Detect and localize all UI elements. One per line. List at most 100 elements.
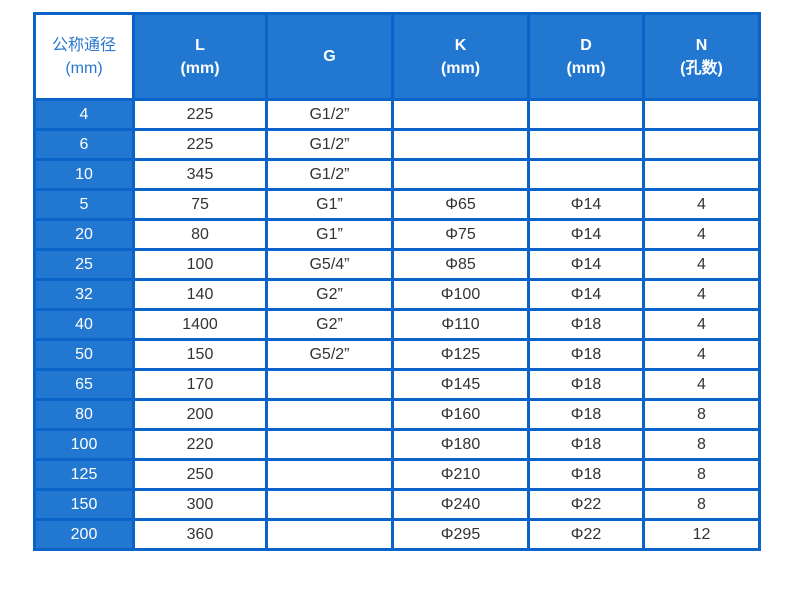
header-line: D	[580, 36, 592, 54]
table-cell: 4	[642, 218, 761, 251]
table-cell: 25	[33, 248, 135, 281]
table-cell: G1/2”	[265, 128, 394, 161]
table-cell: Φ75	[391, 218, 530, 251]
table-cell: Φ125	[391, 338, 530, 371]
table-cell	[265, 368, 394, 401]
table-cell: 140	[132, 278, 268, 311]
table-cell: 32	[33, 278, 135, 311]
table-cell: Φ18	[527, 428, 645, 461]
table-cell: G5/2”	[265, 338, 394, 371]
table-cell: G1/2”	[265, 158, 394, 191]
table-cell: G1/2”	[265, 98, 394, 131]
table-row: 100 220 Φ180 Φ18 8	[33, 428, 761, 461]
table-cell: 100	[132, 248, 268, 281]
table-cell: Φ18	[527, 458, 645, 491]
table-row: 32 140 G2” Φ100 Φ14 4	[33, 278, 761, 311]
table-cell: 50	[33, 338, 135, 371]
column-header: 公称通径 (mm)	[33, 12, 135, 101]
column-header: K (mm)	[391, 12, 530, 101]
table-cell: 20	[33, 218, 135, 251]
table-cell: G2”	[265, 308, 394, 341]
header-line: G	[323, 48, 336, 65]
table-cell: Φ18	[527, 398, 645, 431]
table-cell: Φ22	[527, 518, 645, 551]
table-cell: G1”	[265, 218, 394, 251]
table-cell: 150	[33, 488, 135, 521]
column-header: D (mm)	[527, 12, 645, 101]
table-cell: 200	[132, 398, 268, 431]
table-cell: Φ160	[391, 398, 530, 431]
table-cell: 4	[642, 308, 761, 341]
table-cell: Φ14	[527, 248, 645, 281]
table-cell: 150	[132, 338, 268, 371]
table-row: 4 225 G1/2”	[33, 98, 761, 131]
table-cell	[642, 98, 761, 131]
table-cell: 12	[642, 518, 761, 551]
table-cell: G1”	[265, 188, 394, 221]
table-cell: 8	[642, 488, 761, 521]
table-cell: 6	[33, 128, 135, 161]
table-cell: Φ18	[527, 368, 645, 401]
table-row: 150 300 Φ240 Φ22 8	[33, 488, 761, 521]
table-cell	[391, 98, 530, 131]
table-cell: Φ100	[391, 278, 530, 311]
table-cell: 40	[33, 308, 135, 341]
table-cell: 360	[132, 518, 268, 551]
table-row: 25 100 G5/4” Φ85 Φ14 4	[33, 248, 761, 281]
table-cell	[265, 518, 394, 551]
table-cell: 75	[132, 188, 268, 221]
table-cell: Φ14	[527, 218, 645, 251]
table-cell	[642, 158, 761, 191]
table-cell: Φ18	[527, 338, 645, 371]
column-header: N (孔数)	[642, 12, 761, 101]
table-cell: 4	[642, 368, 761, 401]
table-row: 125 250 Φ210 Φ18 8	[33, 458, 761, 491]
table-cell: G2”	[265, 278, 394, 311]
table-cell	[265, 488, 394, 521]
header-line: (孔数)	[680, 59, 723, 77]
table-cell: Φ85	[391, 248, 530, 281]
table-cell: 200	[33, 518, 135, 551]
header-line: 公称通径	[51, 36, 116, 54]
table-cell: 8	[642, 428, 761, 461]
table-cell: 80	[132, 218, 268, 251]
table-cell: Φ295	[391, 518, 530, 551]
table-cell: 8	[642, 398, 761, 431]
header-line: (mm)	[180, 59, 220, 77]
header-line: (mm)	[440, 59, 481, 77]
header-line: (mm)	[566, 59, 606, 77]
header-line: (mm)	[65, 59, 103, 77]
table-cell: 1400	[132, 308, 268, 341]
table-row: 200 360 Φ295 Φ22 12	[33, 518, 761, 551]
table-row: 20 80 G1” Φ75 Φ14 4	[33, 218, 761, 251]
table-row: 50 150 G5/2” Φ125 Φ18 4	[33, 338, 761, 371]
table-cell: 80	[33, 398, 135, 431]
table-row: 80 200 Φ160 Φ18 8	[33, 398, 761, 431]
table-cell: 225	[132, 98, 268, 131]
table-cell	[265, 398, 394, 431]
table-row: 5 75 G1” Φ65 Φ14 4	[33, 188, 761, 221]
table-cell	[391, 158, 530, 191]
table-cell: Φ65	[391, 188, 530, 221]
table-cell: Φ210	[391, 458, 530, 491]
header-line: N	[695, 36, 708, 54]
table-cell: 125	[33, 458, 135, 491]
table-row: 65 170 Φ145 Φ18 4	[33, 368, 761, 401]
table-cell: 100	[33, 428, 135, 461]
table-cell	[527, 128, 645, 161]
table-cell: 10	[33, 158, 135, 191]
table-cell: Φ110	[391, 308, 530, 341]
table-cell: 4	[642, 338, 761, 371]
column-header: L (mm)	[132, 12, 268, 101]
header-line: L	[195, 36, 205, 54]
table-cell: 4	[642, 278, 761, 311]
table-cell: Φ14	[527, 188, 645, 221]
table-row: 40 1400 G2” Φ110 Φ18 4	[33, 308, 761, 341]
spec-table: 公称通径 (mm) L (mm) G K (mm) D (mm) N (孔数) 4 225 G1/2” 6…	[33, 12, 761, 551]
table-cell: 345	[132, 158, 268, 191]
table-cell: Φ22	[527, 488, 645, 521]
table-cell: 5	[33, 188, 135, 221]
table-cell: 170	[132, 368, 268, 401]
table-cell: 65	[33, 368, 135, 401]
table-cell: G5/4”	[265, 248, 394, 281]
